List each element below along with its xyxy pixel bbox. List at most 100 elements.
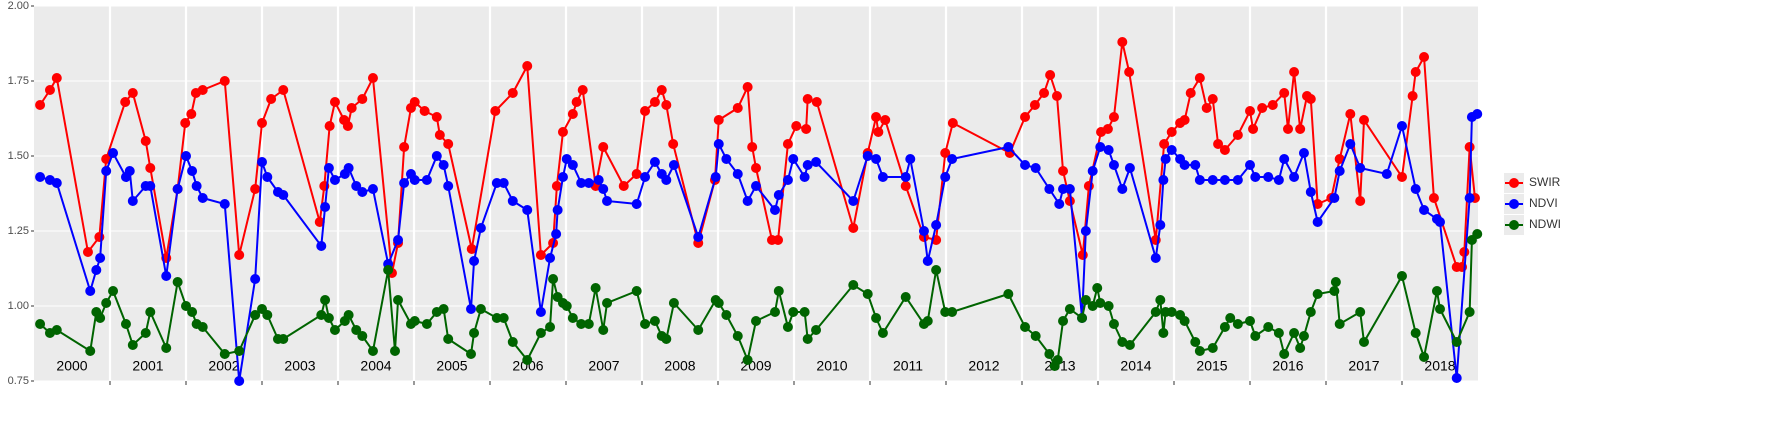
data-point xyxy=(1064,184,1075,194)
year-label: 2002 xyxy=(208,358,239,374)
data-point xyxy=(631,169,642,179)
data-point xyxy=(862,289,873,299)
data-point xyxy=(770,307,780,317)
data-point xyxy=(320,295,331,305)
data-point xyxy=(181,151,191,161)
data-point xyxy=(567,313,578,323)
year-label: 2001 xyxy=(132,358,163,374)
data-point xyxy=(1108,160,1119,170)
year-label: 2010 xyxy=(816,358,847,374)
data-point xyxy=(535,328,546,338)
data-point xyxy=(197,85,208,95)
data-point xyxy=(747,142,758,152)
data-point xyxy=(1083,181,1094,191)
data-point xyxy=(640,319,651,329)
data-point xyxy=(140,136,151,146)
data-point xyxy=(713,298,724,308)
data-point xyxy=(1289,328,1300,338)
data-point xyxy=(324,121,335,131)
data-point xyxy=(862,151,873,161)
data-point xyxy=(409,97,420,107)
data-point xyxy=(419,106,430,116)
data-point xyxy=(1179,115,1190,125)
data-point xyxy=(802,160,813,170)
data-point xyxy=(399,142,410,152)
data-point xyxy=(1194,73,1205,83)
data-point xyxy=(561,154,572,164)
data-point xyxy=(421,319,432,329)
data-point xyxy=(351,325,362,335)
data-point xyxy=(1185,88,1196,98)
legend: SWIR NDVI NDWI xyxy=(1504,173,1561,235)
data-point xyxy=(1150,253,1161,263)
data-point xyxy=(85,346,96,356)
year-label: 2016 xyxy=(1272,358,1303,374)
data-point xyxy=(1044,349,1055,359)
data-point xyxy=(900,172,911,182)
data-point xyxy=(721,154,732,164)
year-label: 2007 xyxy=(588,358,619,374)
data-point xyxy=(773,190,784,200)
data-point xyxy=(507,196,518,206)
data-point xyxy=(661,100,672,110)
data-point xyxy=(551,229,562,239)
data-point xyxy=(871,313,882,323)
data-point xyxy=(357,331,368,341)
data-point xyxy=(1305,94,1316,104)
data-point xyxy=(1279,88,1290,98)
data-point xyxy=(1201,103,1212,113)
data-point xyxy=(656,85,667,95)
data-point xyxy=(598,325,609,335)
data-point xyxy=(1030,163,1041,173)
data-point xyxy=(250,310,261,320)
data-point xyxy=(545,322,556,332)
data-point xyxy=(791,121,802,131)
data-point xyxy=(947,307,958,317)
data-point xyxy=(1359,115,1369,125)
data-point xyxy=(475,304,486,314)
data-point xyxy=(905,154,916,164)
data-point xyxy=(1124,163,1135,173)
data-point xyxy=(1345,139,1356,149)
data-point xyxy=(1225,313,1236,323)
data-point xyxy=(631,199,642,209)
data-point xyxy=(1058,184,1069,194)
legend-key-point xyxy=(1509,178,1519,188)
data-point xyxy=(466,349,476,359)
year-label: 2014 xyxy=(1120,358,1151,374)
data-point xyxy=(466,304,476,314)
data-point xyxy=(732,103,743,113)
data-point xyxy=(145,163,156,173)
data-point xyxy=(848,280,859,290)
data-point xyxy=(95,253,106,263)
data-point xyxy=(250,274,261,284)
data-point xyxy=(262,172,273,182)
data-point xyxy=(491,178,502,188)
data-point xyxy=(108,286,119,296)
data-point xyxy=(593,175,604,185)
y-tick-label: 1.75 xyxy=(8,75,29,87)
data-point xyxy=(323,313,334,323)
y-tick-label: 2.00 xyxy=(8,0,29,12)
data-point xyxy=(1312,289,1323,299)
year-label: 2004 xyxy=(360,358,391,374)
data-point xyxy=(1124,67,1135,77)
data-point xyxy=(1190,337,1201,347)
data-point xyxy=(590,283,601,293)
data-point xyxy=(343,163,354,173)
data-point xyxy=(278,190,289,200)
data-point xyxy=(1330,277,1341,287)
data-point xyxy=(773,235,784,245)
data-point xyxy=(877,328,888,338)
data-point xyxy=(732,331,743,341)
data-point xyxy=(1160,154,1171,164)
data-point xyxy=(1295,124,1306,134)
data-point xyxy=(262,310,273,320)
data-point xyxy=(1051,91,1062,101)
data-point xyxy=(1257,103,1268,113)
year-label: 2000 xyxy=(56,358,87,374)
data-point xyxy=(127,340,138,350)
data-point xyxy=(577,85,588,95)
data-point xyxy=(82,247,93,257)
